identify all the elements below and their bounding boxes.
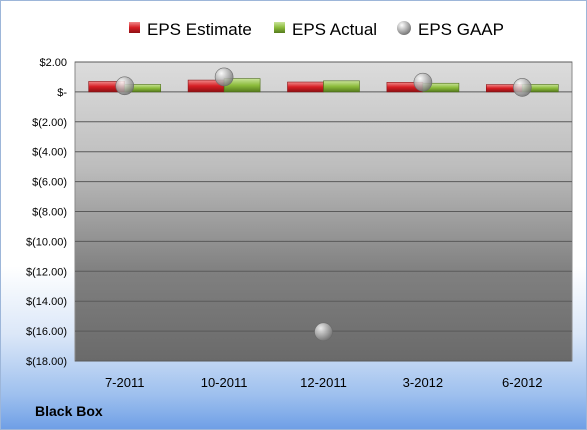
marker-eps-gaap <box>214 67 234 87</box>
marker-eps-gaap <box>314 322 333 342</box>
y-tick-label: $(6.00) <box>32 177 67 189</box>
y-tick-label: $2.00 <box>39 57 67 69</box>
y-tick-label: $(4.00) <box>32 147 67 159</box>
legend-item-actual: EPS Actual <box>274 20 377 39</box>
y-tick-label: $(16.00) <box>26 326 67 338</box>
y-tick-label: $- <box>57 87 67 99</box>
x-category-label: 12-2011 <box>300 375 347 390</box>
marker-eps-gaap <box>413 72 433 92</box>
legend-item-gaap: EPS GAAP <box>397 20 504 39</box>
legend-label-actual: EPS Actual <box>292 20 377 39</box>
y-tick-label: $(8.00) <box>32 207 67 219</box>
marker-eps-gaap <box>115 76 134 96</box>
x-category-label: 7-2011 <box>105 375 145 390</box>
legend-item-estimate: EPS Estimate <box>129 20 252 39</box>
y-tick-label: $(14.00) <box>26 296 67 308</box>
y-axis: $2.00 $- $(2.00) $(4.00) $(6.00) $(8.00) $(10.… <box>26 57 67 368</box>
legend-label-estimate: EPS Estimate <box>147 20 252 39</box>
legend-label-gaap: EPS GAAP <box>418 20 504 39</box>
y-tick-label: $(18.00) <box>26 356 67 368</box>
y-tick-label: $(2.00) <box>32 117 67 129</box>
x-category-label: 6-2012 <box>502 375 542 390</box>
x-category-label: 10-2011 <box>201 375 248 390</box>
y-tick-label: $(10.00) <box>26 236 67 248</box>
x-category-label: 3-2012 <box>403 375 443 390</box>
x-axis: 7-2011 10-2011 12-2011 3-2012 6-2012 <box>105 375 543 390</box>
gaap-markers <box>115 67 532 342</box>
y-tick-label: $(12.00) <box>26 266 67 278</box>
legend-swatch-estimate <box>129 22 140 33</box>
marker-eps-gaap <box>512 78 532 97</box>
company-label: Black Box <box>35 403 103 419</box>
bar-eps-estimate <box>287 81 324 93</box>
bar-eps-actual <box>323 80 360 93</box>
legend-swatch-actual <box>274 22 285 33</box>
legend-swatch-gaap <box>397 21 411 35</box>
legend: EPS Estimate EPS Actual EPS GAAP <box>129 20 504 39</box>
